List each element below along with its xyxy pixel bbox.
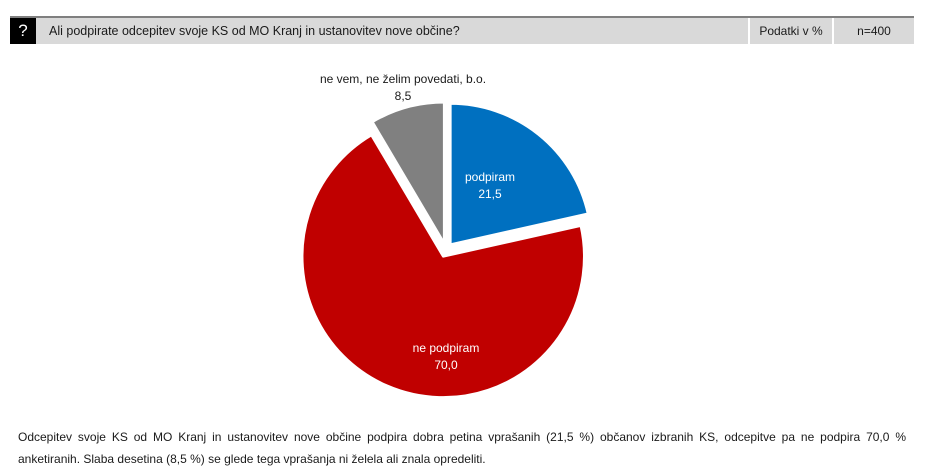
unit-label: Podatki v % bbox=[759, 24, 823, 38]
slice-value-label: 21,5 bbox=[478, 187, 502, 201]
header-divider bbox=[748, 18, 750, 44]
question-mark-icon: ? bbox=[10, 18, 36, 44]
pie-slice-podpiram bbox=[449, 102, 590, 246]
slice-label: ne vem, ne želim povedati, b.o. bbox=[320, 72, 486, 86]
pie-slice-ne-podpiram bbox=[300, 133, 586, 399]
header-divider bbox=[832, 18, 834, 44]
question-text: Ali podpirate odcepitev svoje KS od MO K… bbox=[49, 24, 460, 38]
slice-value-label: 8,5 bbox=[395, 89, 412, 103]
sample-size-label: n=400 bbox=[857, 24, 891, 38]
slice-value-label: 70,0 bbox=[434, 358, 458, 372]
question-header: ? Ali podpirate odcepitev svoje KS od MO… bbox=[10, 16, 914, 44]
pie-slice-ne-vem-ne-elim-povedati-b-o bbox=[371, 100, 446, 245]
summary-text: Odcepitev svoje KS od MO Kranj in ustano… bbox=[18, 430, 906, 466]
slice-label: ne podpiram bbox=[413, 341, 480, 355]
slice-label: podpiram bbox=[465, 170, 515, 184]
